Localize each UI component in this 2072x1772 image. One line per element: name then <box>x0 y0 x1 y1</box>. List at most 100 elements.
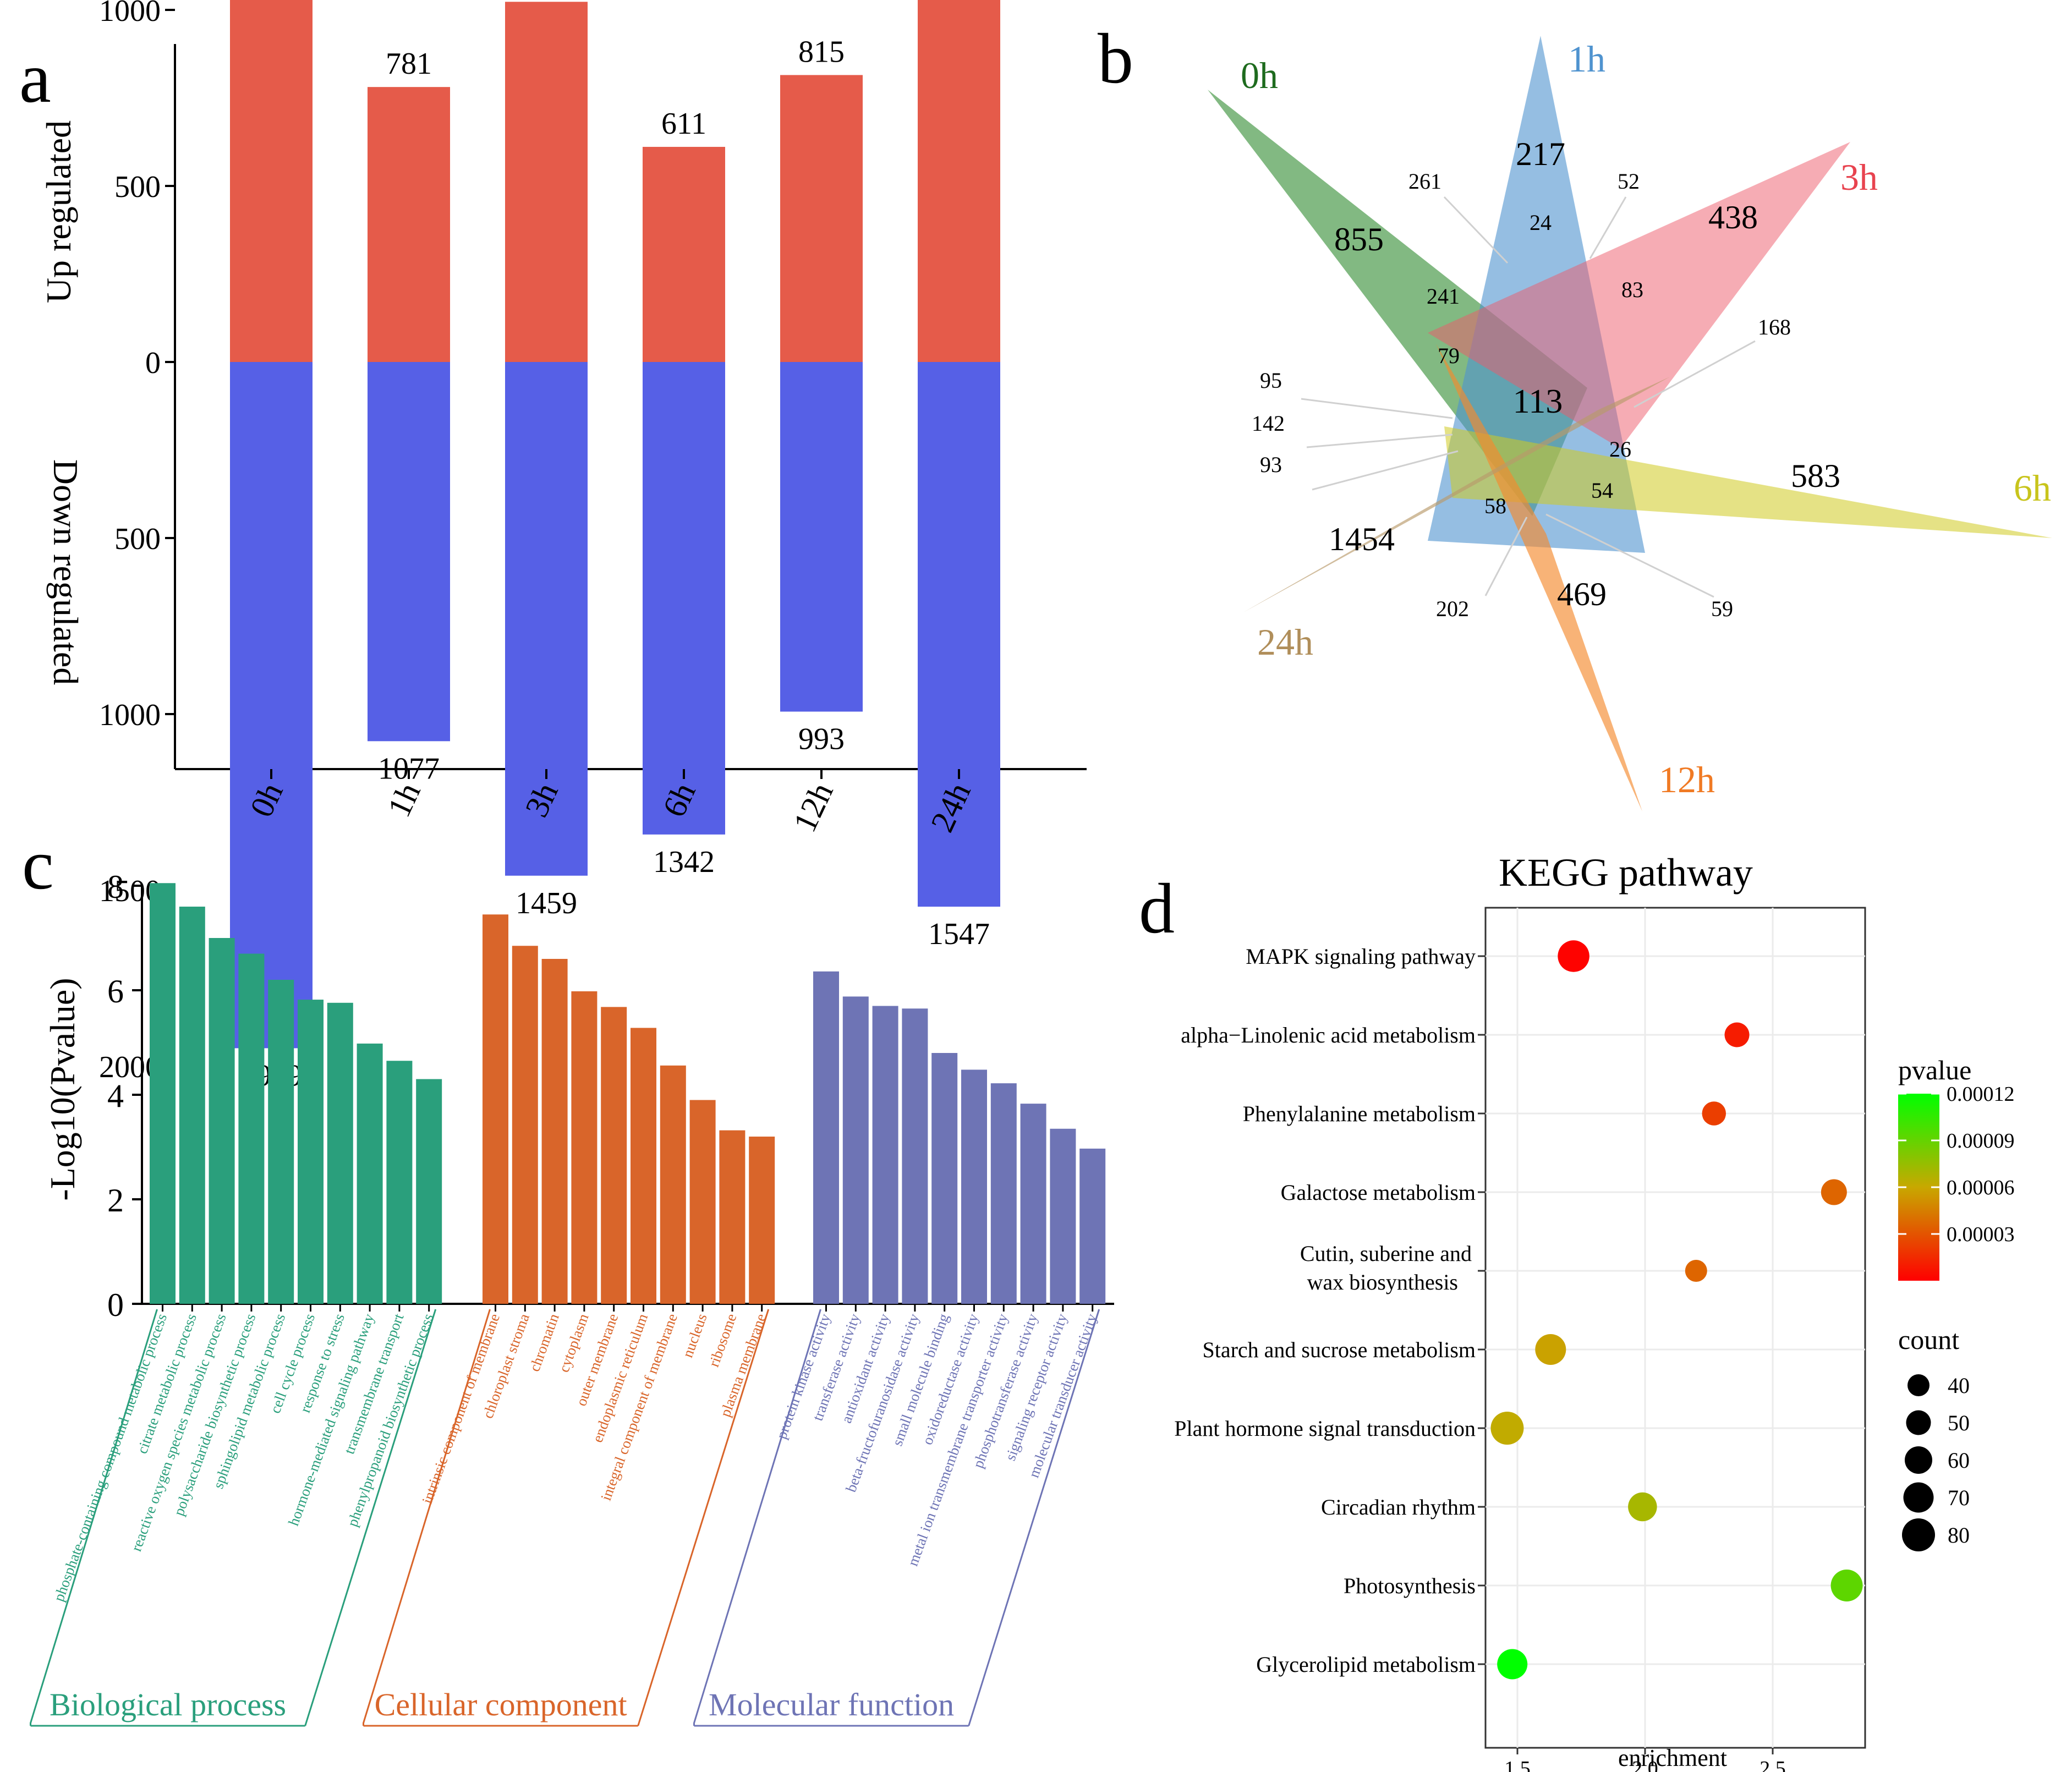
c-bar <box>512 946 538 1304</box>
a-bar-down-3h <box>505 362 588 876</box>
kegg-pathway-label: Cutin, suberine and <box>1300 1241 1472 1266</box>
venn-set-label-1h: 1h <box>1568 38 1605 80</box>
c-bar <box>1020 1104 1046 1304</box>
kegg-plot-area <box>1484 907 1866 1749</box>
a-ytick-label: 1000 <box>99 698 161 732</box>
c-bar <box>872 1006 898 1304</box>
panel-label-d: d <box>1139 869 1175 948</box>
venn-leader-lines <box>1301 196 1756 598</box>
venn-int-79: 79 <box>1438 343 1460 368</box>
a-bar-up-1h <box>368 87 450 362</box>
c-bar <box>357 1043 383 1304</box>
c-category-label: ribosome <box>705 1312 740 1369</box>
panel-c-y-label: -Log10(Pvalue) <box>43 978 82 1200</box>
venn-int-58: 58 <box>1484 493 1506 518</box>
venn-set-label-0h: 0h <box>1241 54 1278 96</box>
venn-count-855: 855 <box>1334 221 1384 257</box>
venn-int-59: 59 <box>1711 596 1733 621</box>
c-bar <box>931 1053 958 1304</box>
a-label-up-6h: 611 <box>661 107 706 141</box>
a-bar-down-6h <box>643 362 725 835</box>
legend-count-dot <box>1903 1482 1934 1513</box>
c-bracket-right <box>637 1309 770 1726</box>
venn-int-113: 113 <box>1513 383 1563 420</box>
a-label-down-3h: 1459 <box>516 886 577 920</box>
c-ytick-label: 2 <box>107 1182 124 1219</box>
c-bar <box>571 991 598 1304</box>
c-bar <box>660 1065 686 1304</box>
venn-count-217: 217 <box>1516 136 1565 172</box>
c-bar <box>298 1000 324 1304</box>
kegg-point <box>1821 1179 1847 1205</box>
venn-set-label-6h: 6h <box>2014 467 2051 509</box>
kegg-point <box>1702 1101 1726 1126</box>
c-ytick-label: 0 <box>107 1287 124 1323</box>
kegg-point <box>1558 940 1589 972</box>
panel-b-venn: b 0h 1h 3h 6h 12h 24h 855 217 438 583 46… <box>1098 19 2052 811</box>
c-bar <box>416 1079 442 1304</box>
c-bar <box>749 1137 775 1304</box>
a-bar-up-6h <box>643 146 725 362</box>
legend-pvalue-ticks: 0.00012 0.00009 0.00006 0.00003 <box>1898 1083 2015 1246</box>
c-bracket-left <box>363 1309 491 1726</box>
venn-int-168: 168 <box>1758 315 1791 339</box>
kegg-pathway-label: Plant hormone signal transduction <box>1174 1416 1476 1441</box>
c-bar <box>541 959 568 1304</box>
a-bar-up-3h <box>505 2 588 362</box>
c-ytick-label: 8 <box>107 869 124 905</box>
venn-set-label-24h: 24h <box>1257 621 1313 663</box>
a-bar-down-12h <box>780 362 863 712</box>
legend-pvalue-tick-label: 0.00009 <box>1947 1129 2015 1153</box>
leader-261 <box>1443 196 1509 264</box>
legend-count-label: 80 <box>1948 1523 1970 1548</box>
panel-label-b: b <box>1098 19 1133 98</box>
a-bar-up-24h <box>918 0 1000 363</box>
leader-168 <box>1634 340 1756 408</box>
legend-count-label: 40 <box>1948 1373 1970 1398</box>
leader-59 <box>1545 513 1714 598</box>
y-label-down: Down regulated <box>46 459 85 685</box>
venn-int-24: 24 <box>1530 210 1552 235</box>
legend-count-dot <box>1907 1374 1930 1396</box>
c-bar <box>483 914 508 1304</box>
leader-52 <box>1589 196 1627 259</box>
legend-count-dot <box>1905 1446 1932 1474</box>
a-label-down-24h: 1547 <box>928 917 990 951</box>
c-bar <box>631 1028 656 1304</box>
c-bar <box>689 1100 716 1304</box>
a-bar-down-0h <box>230 362 313 1049</box>
leader-202 <box>1484 517 1528 596</box>
a-bar-up-12h <box>780 75 863 362</box>
kegg-point <box>1497 1649 1528 1680</box>
kegg-pathway-label: Circadian rhythm <box>1321 1495 1476 1519</box>
kegg-point <box>1685 1260 1707 1282</box>
c-bar <box>961 1069 987 1304</box>
a-label-down-12h: 993 <box>798 722 845 756</box>
y-label-up: Up regulated <box>39 120 78 303</box>
venn-int-202: 202 <box>1436 596 1469 621</box>
kegg-pathway-label: Photosynthesis <box>1344 1573 1476 1598</box>
venn-set-label-3h: 3h <box>1840 156 1878 198</box>
a-xtick-label-12h: 12h <box>786 777 840 837</box>
c-group-label: Biological process <box>50 1687 286 1722</box>
legend-pvalue-title: pvalue <box>1898 1055 1971 1085</box>
a-label-up-12h: 815 <box>798 35 845 69</box>
a-label-down-6h: 1342 <box>653 845 715 879</box>
legend-pvalue-tick-label: 0.00003 <box>1947 1223 2015 1246</box>
c-ytick-label: 4 <box>107 1078 124 1114</box>
panel-label-c: c <box>22 825 54 904</box>
c-bracket-right <box>304 1309 437 1726</box>
a-ytick-label: 1000 <box>99 0 161 28</box>
kegg-point <box>1628 1492 1657 1522</box>
venn-intersection-counts: 261 24 52 83 241 79 113 168 95 142 93 26… <box>1252 169 1791 621</box>
leader-95 <box>1301 398 1453 419</box>
a-label-up-1h: 781 <box>386 47 432 81</box>
kegg-point <box>1830 1570 1863 1601</box>
c-group-label: Molecular function <box>709 1687 954 1722</box>
kegg-pathway-label: MAPK signaling pathway <box>1246 944 1476 969</box>
kegg-points <box>1490 940 1863 1680</box>
c-bar <box>719 1130 746 1304</box>
venn-int-142: 142 <box>1252 411 1285 436</box>
legend-count-title: count <box>1898 1324 1959 1355</box>
